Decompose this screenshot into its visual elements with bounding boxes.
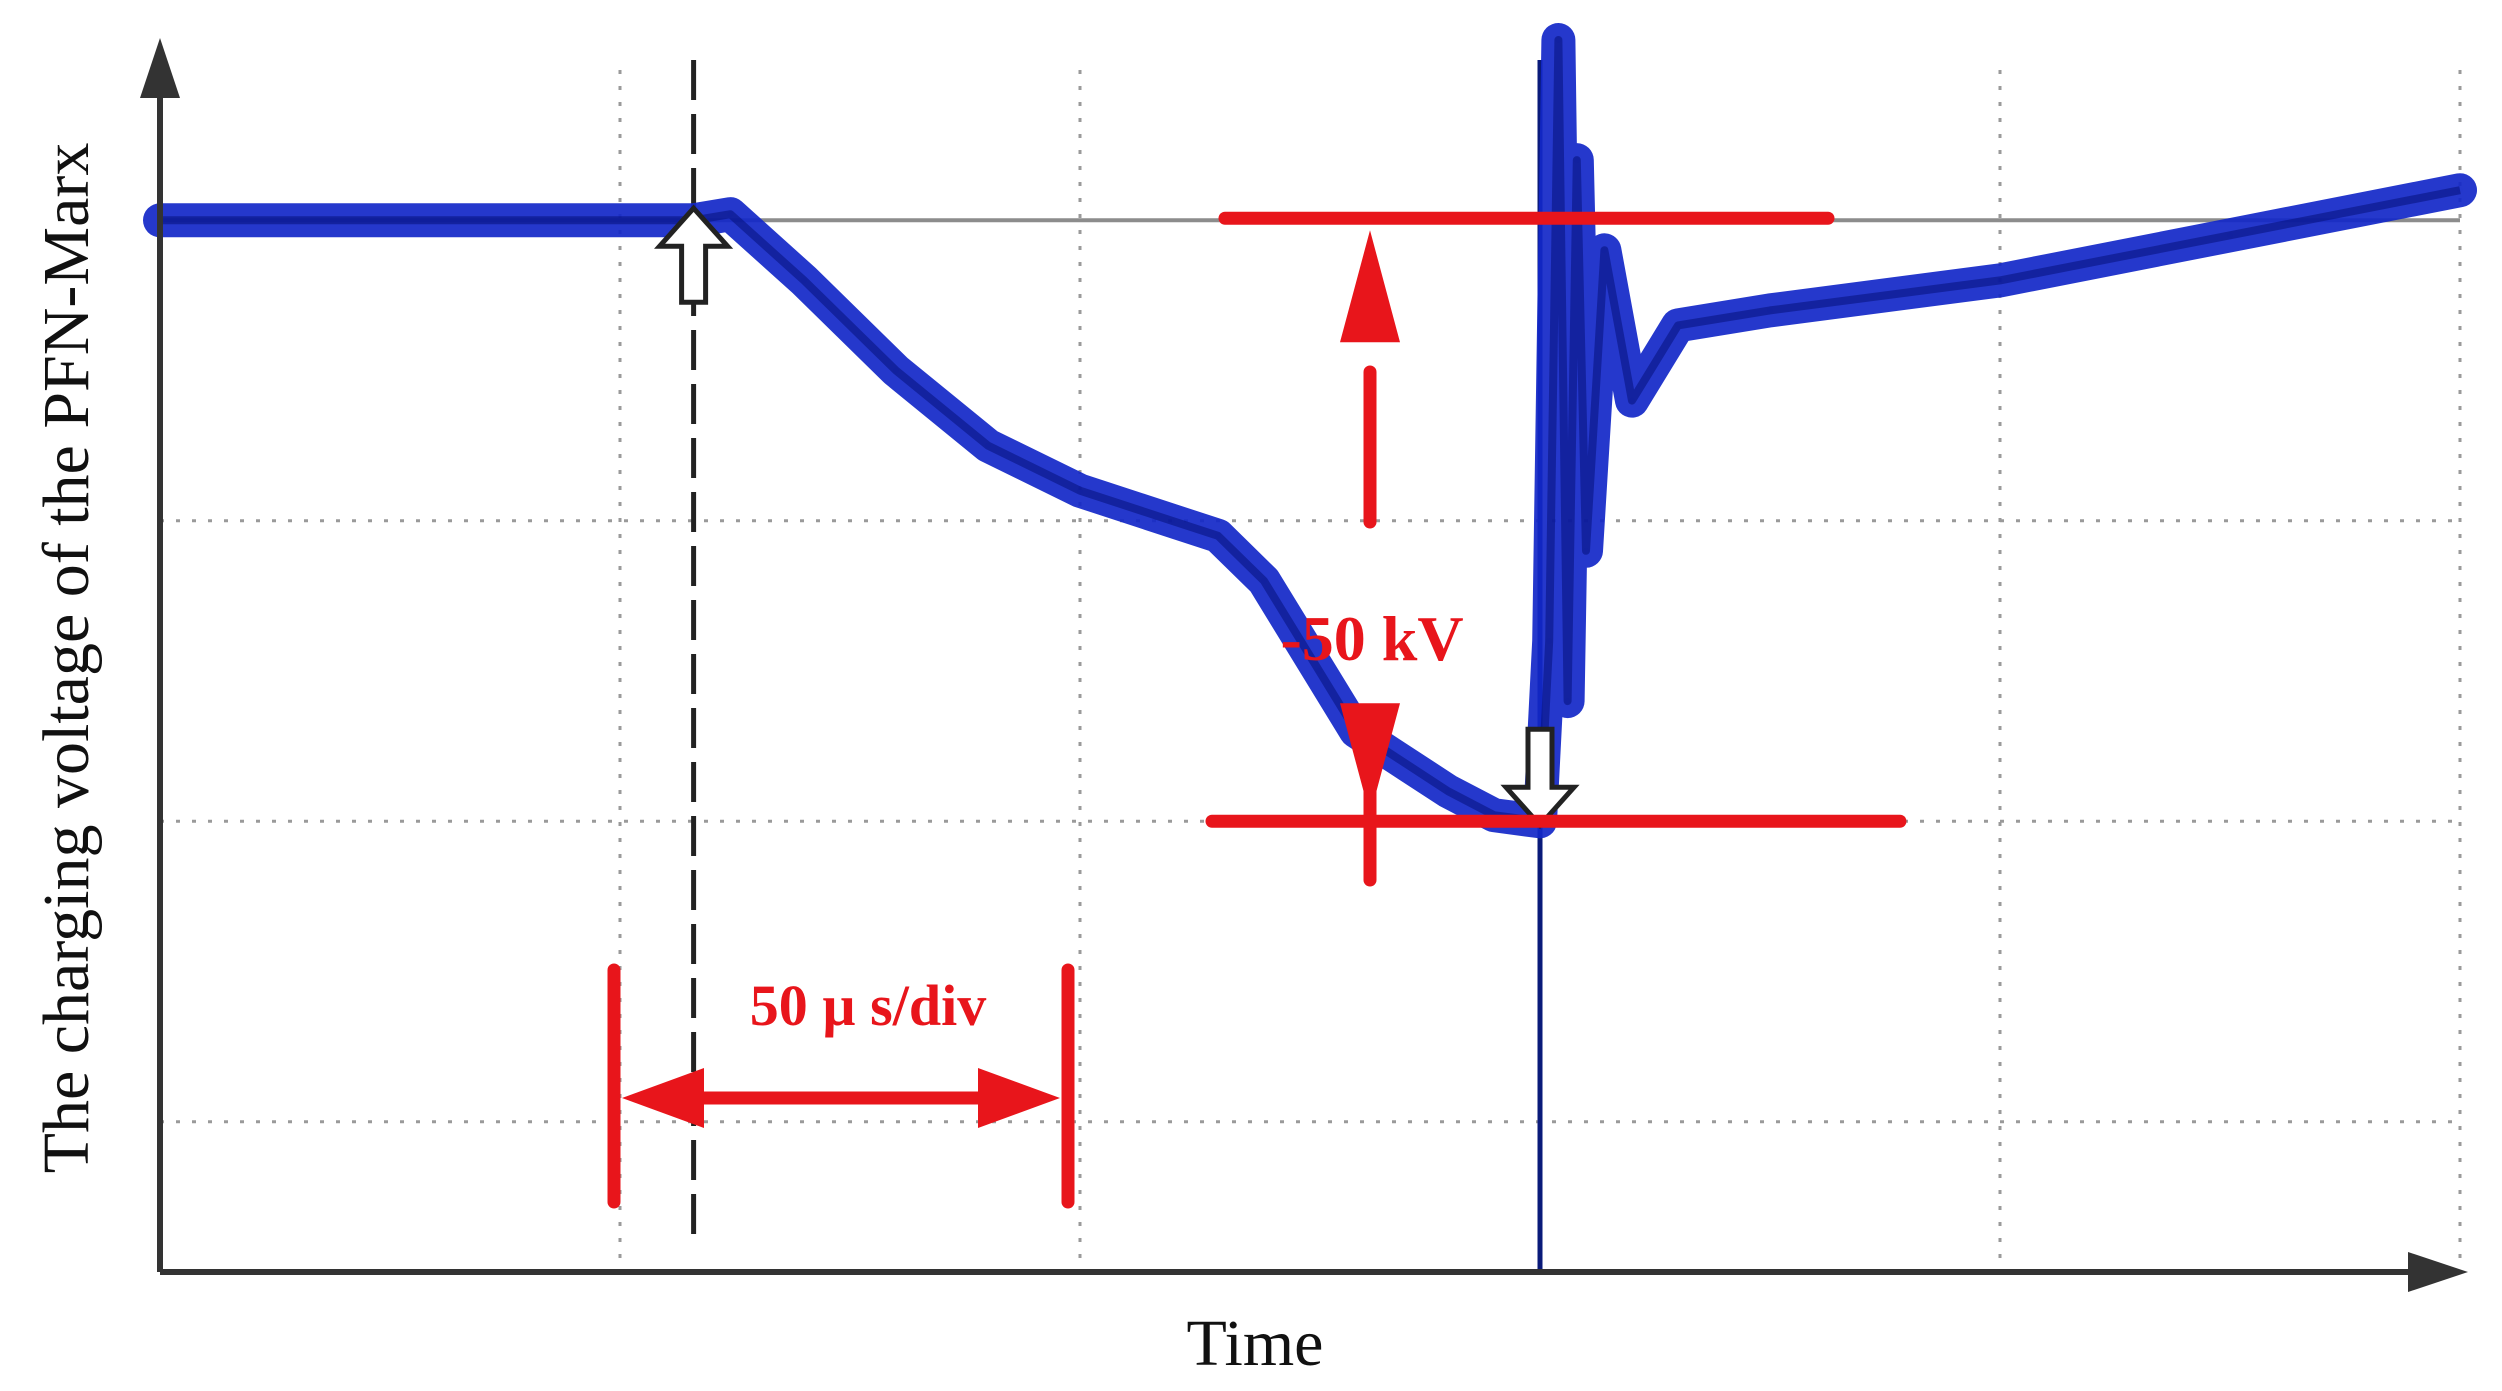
trace-point	[1215, 533, 1221, 539]
trace-core	[160, 36, 2461, 826]
trace-point	[2227, 232, 2233, 238]
trace-point	[1997, 277, 2003, 283]
annotations	[607, 211, 1907, 1209]
x-axis-arrowhead	[2408, 1252, 2468, 1292]
time-scale-annotation-label: 50 µ s/div	[750, 973, 986, 1038]
trace-point	[1261, 578, 1267, 584]
start-marker	[654, 204, 734, 305]
trace-point	[985, 443, 991, 449]
time-arrow-right-head	[978, 1068, 1060, 1128]
trace-point	[1555, 37, 1561, 43]
voltage-arrow-down-head	[1340, 703, 1400, 816]
trace-band	[143, 23, 2477, 839]
voltage-arrow-up-head	[1340, 230, 1400, 343]
trace-point	[801, 277, 807, 283]
voltage-trace	[143, 23, 2477, 839]
trace-point	[1574, 157, 1580, 163]
trace-point	[1077, 488, 1083, 494]
y-axis-arrowhead	[140, 38, 180, 98]
trace-point	[1445, 788, 1451, 794]
trace-point	[1629, 398, 1635, 404]
trace-point	[1565, 698, 1571, 704]
trace-point	[727, 211, 733, 217]
trace-markers	[654, 204, 1580, 829]
end-marker	[1500, 726, 1580, 829]
trace-point	[1169, 518, 1175, 524]
trace-point	[2457, 187, 2463, 193]
trace-point	[1546, 638, 1552, 644]
x-axis-label: Time	[1187, 1307, 1324, 1380]
trace-point	[1767, 307, 1773, 313]
time-arrow-left-head	[622, 1068, 704, 1128]
trace-point	[1601, 247, 1607, 253]
trace-point	[893, 368, 899, 374]
y-axis-label: The charging voltage of the PFN-Marx	[30, 143, 103, 1174]
trace-point	[1583, 548, 1589, 554]
trace-point	[1675, 322, 1681, 328]
voltage-annotation-label: -50 kV	[1280, 603, 1463, 674]
